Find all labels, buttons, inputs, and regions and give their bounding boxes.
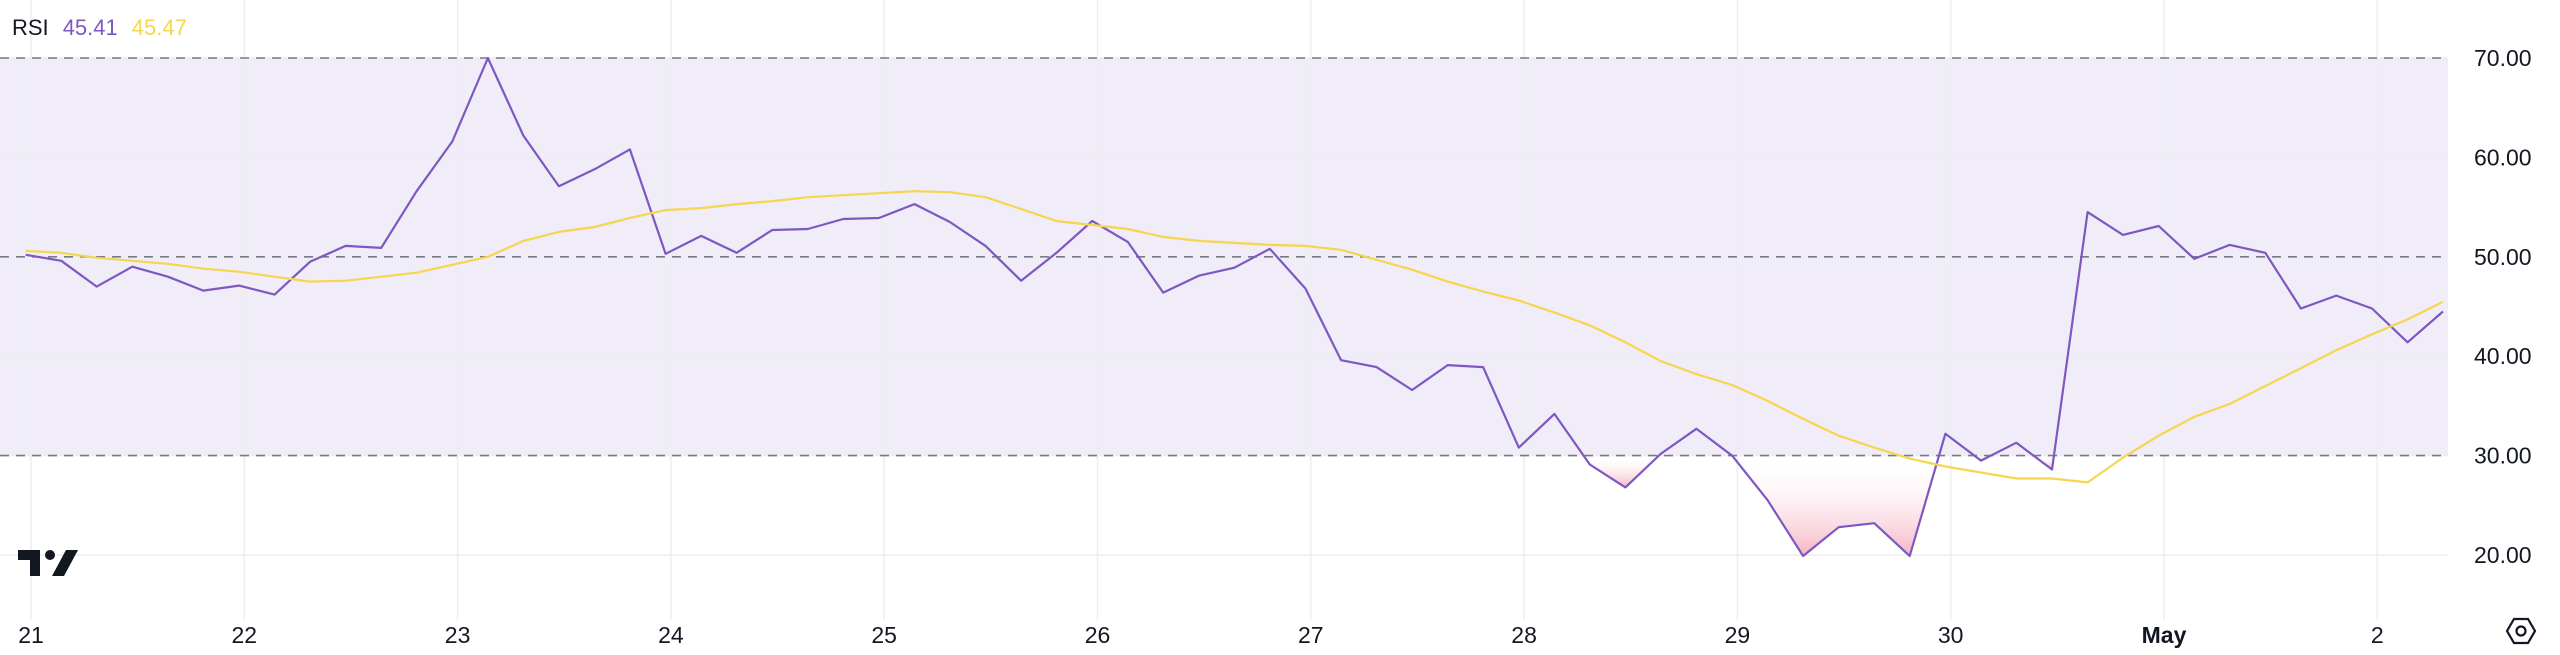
y-tick-label: 70.00: [2474, 45, 2532, 71]
legend-rsi-value: 45.41: [62, 15, 118, 40]
x-tick-label: 30: [1938, 622, 1964, 648]
x-tick-label: 24: [658, 622, 684, 648]
settings-icon[interactable]: [2505, 616, 2537, 651]
y-tick-label: 60.00: [2474, 144, 2532, 170]
x-tick-label: 29: [1725, 622, 1751, 648]
x-tick-label: May: [2142, 622, 2187, 648]
y-tick-label: 40.00: [2474, 343, 2532, 369]
oversold-fill: [1583, 455, 1659, 488]
x-tick-label: 22: [232, 622, 258, 648]
oversold-fill: [1732, 455, 1939, 556]
x-tick-label: 27: [1298, 622, 1324, 648]
legend-indicator-name[interactable]: RSI: [12, 15, 49, 40]
rsi-line: [25, 56, 2444, 558]
y-tick-label: 50.00: [2474, 244, 2532, 270]
tradingview-logo-icon[interactable]: [18, 548, 78, 583]
x-tick-label: 23: [445, 622, 471, 648]
x-tick-label: 21: [18, 622, 44, 648]
y-tick-label: 20.00: [2474, 542, 2532, 568]
x-tick-label: 26: [1085, 622, 1111, 648]
y-tick-label: 30.00: [2474, 443, 2532, 469]
x-tick-label: 25: [871, 622, 897, 648]
x-tick-label: 28: [1511, 622, 1537, 648]
legend-ma-value: 45.47: [131, 15, 187, 40]
chart-legend: RSI 45.41 45.47: [12, 12, 187, 44]
rsi-ma-line: [25, 190, 2444, 484]
x-tick-label: 2: [2371, 622, 2384, 648]
